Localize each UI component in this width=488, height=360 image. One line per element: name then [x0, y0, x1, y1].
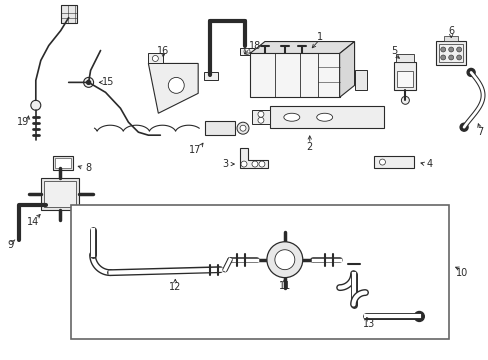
- FancyBboxPatch shape: [374, 156, 413, 168]
- Polygon shape: [148, 63, 198, 113]
- Circle shape: [401, 96, 408, 104]
- Text: 6: 6: [447, 26, 453, 36]
- Text: 11: 11: [278, 280, 290, 291]
- Text: 3: 3: [222, 159, 228, 169]
- Polygon shape: [339, 41, 354, 97]
- Text: 16: 16: [157, 45, 169, 55]
- FancyBboxPatch shape: [269, 106, 384, 128]
- Text: 2: 2: [306, 142, 312, 152]
- Circle shape: [259, 161, 264, 167]
- FancyBboxPatch shape: [53, 156, 73, 170]
- FancyBboxPatch shape: [249, 53, 339, 97]
- Text: 4: 4: [426, 159, 431, 169]
- Ellipse shape: [283, 113, 299, 121]
- Text: 15: 15: [102, 77, 115, 87]
- Circle shape: [466, 68, 474, 76]
- Circle shape: [31, 100, 41, 110]
- Polygon shape: [249, 41, 354, 54]
- Circle shape: [152, 55, 158, 62]
- Text: 1: 1: [316, 32, 322, 41]
- Circle shape: [241, 161, 246, 167]
- Circle shape: [258, 117, 264, 123]
- FancyBboxPatch shape: [443, 36, 457, 41]
- FancyBboxPatch shape: [148, 54, 163, 63]
- Circle shape: [251, 161, 258, 167]
- Text: 9: 9: [8, 240, 14, 250]
- FancyBboxPatch shape: [394, 62, 415, 90]
- Text: 5: 5: [390, 46, 397, 57]
- Circle shape: [168, 77, 184, 93]
- Circle shape: [258, 111, 264, 117]
- Polygon shape: [240, 148, 267, 168]
- Text: 10: 10: [455, 267, 468, 278]
- FancyBboxPatch shape: [71, 205, 448, 339]
- Circle shape: [240, 125, 245, 131]
- Polygon shape: [251, 110, 269, 124]
- Text: 8: 8: [85, 163, 91, 173]
- Circle shape: [83, 77, 93, 87]
- Circle shape: [456, 55, 461, 60]
- Circle shape: [237, 122, 248, 134]
- Circle shape: [274, 250, 294, 270]
- Circle shape: [413, 311, 424, 321]
- Circle shape: [379, 159, 385, 165]
- Circle shape: [244, 49, 249, 54]
- Circle shape: [456, 47, 461, 52]
- Text: 19: 19: [17, 117, 29, 127]
- FancyBboxPatch shape: [240, 48, 253, 55]
- Text: 12: 12: [169, 282, 181, 292]
- FancyBboxPatch shape: [396, 54, 413, 62]
- Circle shape: [448, 47, 453, 52]
- FancyBboxPatch shape: [44, 181, 76, 207]
- Circle shape: [459, 123, 467, 131]
- FancyBboxPatch shape: [397, 71, 412, 87]
- Circle shape: [448, 55, 453, 60]
- Text: 13: 13: [363, 319, 375, 329]
- FancyBboxPatch shape: [203, 72, 218, 80]
- Text: 7: 7: [476, 127, 482, 137]
- Text: 18: 18: [248, 41, 261, 50]
- Circle shape: [266, 242, 302, 278]
- Circle shape: [440, 55, 445, 60]
- FancyBboxPatch shape: [435, 41, 465, 66]
- Text: 14: 14: [27, 217, 39, 227]
- Text: 17: 17: [189, 145, 201, 155]
- FancyBboxPatch shape: [205, 121, 235, 135]
- Circle shape: [440, 47, 445, 52]
- FancyBboxPatch shape: [61, 5, 77, 23]
- FancyBboxPatch shape: [55, 158, 71, 168]
- Circle shape: [86, 80, 90, 84]
- FancyBboxPatch shape: [438, 44, 462, 62]
- Ellipse shape: [316, 113, 332, 121]
- FancyBboxPatch shape: [41, 178, 79, 210]
- FancyBboxPatch shape: [354, 71, 366, 90]
